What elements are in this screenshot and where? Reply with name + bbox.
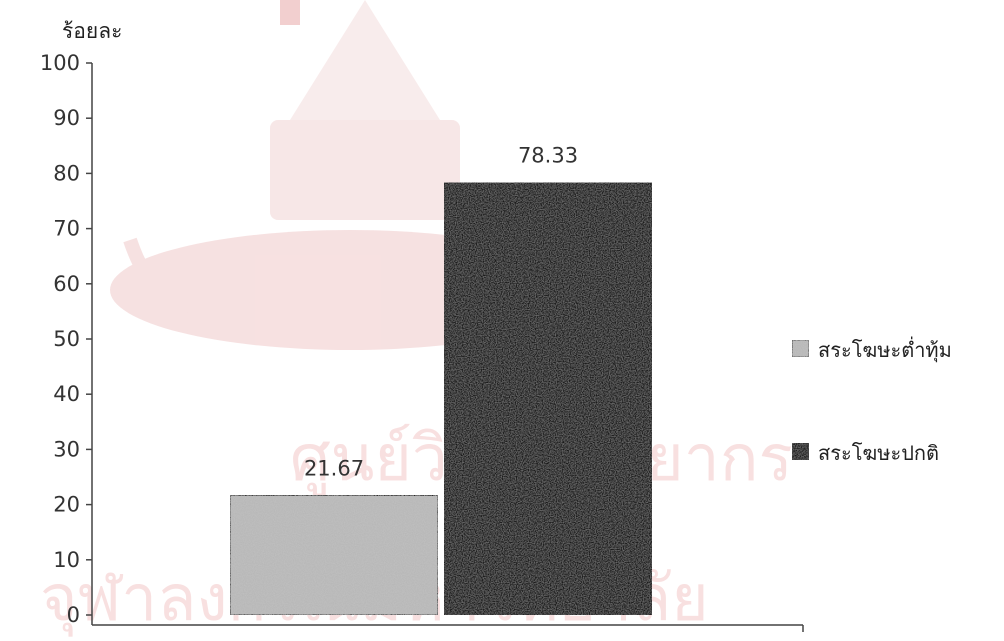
y-tick-label: 20 [53, 493, 80, 517]
y-tick-label: 90 [53, 106, 80, 130]
legend-swatch-2 [791, 442, 810, 461]
y-ticks: 0 10 20 30 40 50 60 70 80 90 100 [40, 51, 92, 627]
y-tick-label: 50 [53, 327, 80, 351]
data-label-2: 78.33 [518, 144, 578, 168]
y-tick-label: 100 [40, 51, 80, 75]
legend-label-2: สระโฆษะปกติ [818, 441, 939, 465]
y-tick-label: 10 [53, 548, 80, 572]
data-labels: 21.67 78.33 [304, 144, 578, 481]
data-label-1: 21.67 [304, 456, 364, 480]
y-tick-label: 80 [53, 161, 80, 185]
y-tick-label: 0 [67, 603, 80, 627]
bar-2 [443, 182, 653, 616]
bar-1 [229, 494, 439, 616]
y-tick-label: 30 [53, 437, 80, 461]
legend-swatch-1 [791, 339, 810, 358]
y-tick-label: 60 [53, 272, 80, 296]
y-axis-label: ร้อยละ [62, 19, 122, 43]
bars [229, 182, 653, 616]
y-tick-label: 40 [53, 382, 80, 406]
legend-label-1: สระโฆษะต่ำทุ้ม [818, 336, 952, 363]
y-tick-label: 70 [53, 217, 80, 241]
